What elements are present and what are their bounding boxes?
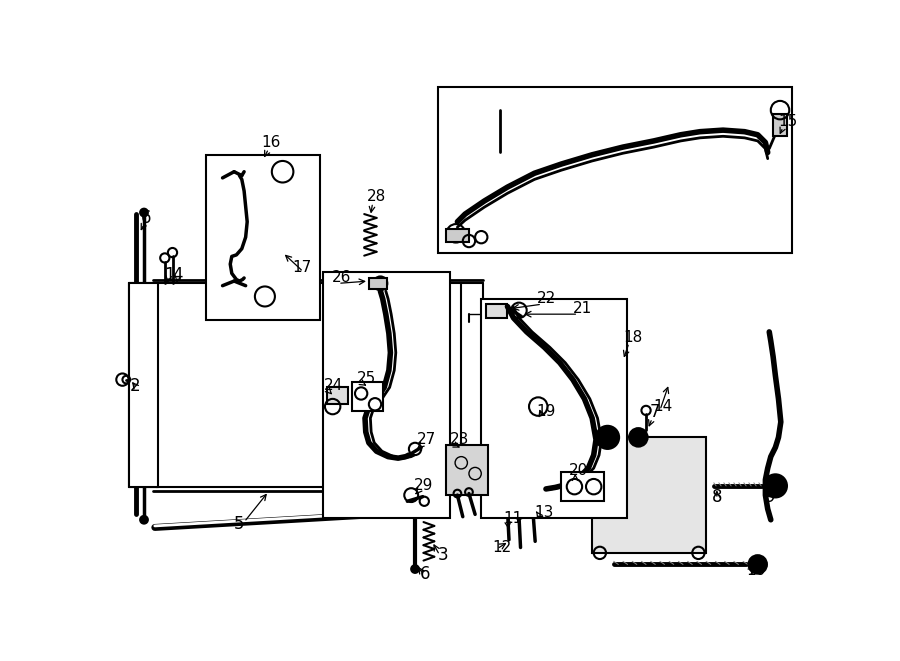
Bar (446, 229, 469, 242)
Text: 11: 11 (503, 511, 522, 525)
Circle shape (749, 555, 767, 574)
Text: 12: 12 (492, 540, 511, 555)
Bar (486, 304, 508, 318)
Bar (129, 284, 158, 487)
Circle shape (764, 475, 787, 498)
Text: 4: 4 (173, 266, 183, 284)
Text: 21: 21 (573, 301, 592, 316)
Text: 24: 24 (324, 378, 344, 393)
Text: 19: 19 (536, 405, 556, 420)
Circle shape (629, 428, 648, 447)
Text: 26: 26 (332, 270, 351, 286)
Text: 14: 14 (653, 399, 673, 414)
Text: 23: 23 (450, 432, 469, 447)
Text: 17: 17 (292, 260, 311, 276)
Text: 25: 25 (357, 371, 376, 385)
Text: 5: 5 (234, 516, 245, 533)
Text: 22: 22 (536, 292, 556, 306)
Bar (592, 438, 706, 553)
Text: 8: 8 (712, 488, 723, 506)
Text: 10: 10 (746, 563, 765, 578)
Bar (158, 284, 461, 487)
Bar (562, 472, 604, 501)
Circle shape (411, 565, 418, 573)
Text: 3: 3 (438, 546, 449, 564)
Text: 9: 9 (765, 488, 776, 506)
Circle shape (411, 486, 418, 494)
Bar (773, 114, 787, 136)
Bar (438, 87, 792, 253)
Text: 16: 16 (261, 135, 281, 150)
Text: 2: 2 (130, 377, 140, 395)
Circle shape (596, 426, 619, 449)
Bar (322, 272, 450, 518)
Text: 6: 6 (141, 209, 151, 227)
Bar (369, 278, 387, 289)
Text: 27: 27 (417, 432, 436, 447)
Text: 29: 29 (413, 479, 433, 493)
Circle shape (140, 516, 148, 524)
Text: 20: 20 (569, 463, 589, 478)
Text: 1: 1 (164, 266, 175, 284)
Circle shape (140, 209, 148, 216)
Bar (352, 382, 382, 411)
Bar (205, 155, 320, 321)
Text: 15: 15 (778, 114, 797, 129)
Text: 6: 6 (419, 564, 430, 582)
Text: 7: 7 (649, 403, 660, 421)
Text: 18: 18 (623, 330, 643, 345)
Bar (327, 387, 348, 405)
Bar (481, 299, 626, 518)
Text: 28: 28 (367, 189, 387, 204)
Bar (446, 445, 488, 495)
Text: 13: 13 (535, 504, 554, 520)
